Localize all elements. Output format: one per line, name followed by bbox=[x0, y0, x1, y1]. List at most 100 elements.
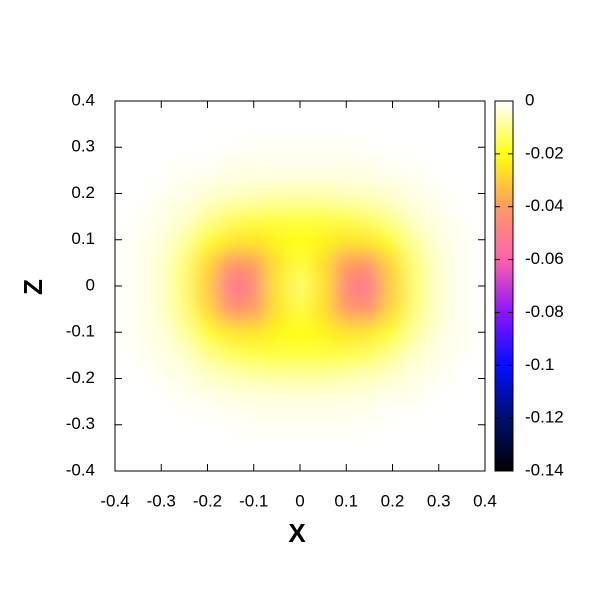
heatmap-cell bbox=[115, 297, 128, 322]
heatmap-cell bbox=[357, 273, 382, 299]
heatmap-cell bbox=[264, 227, 289, 252]
heatmap-cell bbox=[334, 412, 359, 437]
heatmap-cell bbox=[472, 250, 485, 275]
heatmap-cell bbox=[426, 389, 451, 414]
heatmap-cell bbox=[380, 389, 405, 414]
heatmap-cell bbox=[195, 227, 220, 252]
y-tick-label: -0.3 bbox=[66, 414, 95, 433]
heatmap-cell bbox=[287, 112, 313, 137]
heatmap-cell bbox=[218, 250, 243, 275]
heatmap-cell bbox=[449, 112, 474, 137]
heatmap-cell bbox=[218, 412, 243, 437]
heatmap-cell bbox=[426, 273, 451, 299]
heatmap-cell bbox=[472, 204, 485, 229]
heatmap-cell bbox=[311, 297, 336, 322]
heatmap-cell bbox=[311, 250, 336, 275]
heatmap-cell bbox=[149, 273, 174, 299]
x-tick-label: 0 bbox=[295, 491, 304, 510]
heatmap-cell bbox=[172, 227, 197, 252]
heatmap-cell bbox=[218, 366, 243, 391]
heatmap-cell bbox=[241, 343, 266, 368]
heatmap-cell bbox=[172, 297, 197, 322]
heatmap-cell bbox=[195, 158, 220, 183]
heatmap-cell bbox=[126, 366, 151, 391]
heatmap-cell bbox=[403, 366, 428, 391]
heatmap-cell bbox=[357, 204, 382, 229]
heatmap-cell bbox=[126, 412, 151, 437]
heatmap-cell bbox=[426, 343, 451, 368]
y-tick-label: 0.4 bbox=[71, 90, 95, 109]
heatmap-cell bbox=[380, 320, 405, 345]
colorbar-tick-label: -0.08 bbox=[525, 302, 564, 321]
heatmap-cell bbox=[311, 389, 336, 414]
heatmap-cell bbox=[149, 204, 174, 229]
heatmap-cell bbox=[115, 435, 128, 460]
heatmap-cell bbox=[449, 101, 474, 114]
heatmap-cell bbox=[380, 412, 405, 437]
heatmap-cell bbox=[126, 204, 151, 229]
y-tick-label: 0.3 bbox=[71, 137, 95, 156]
heatmap-cell bbox=[241, 412, 266, 437]
heatmap-cell bbox=[218, 343, 243, 368]
heatmap-cell bbox=[449, 366, 474, 391]
heatmap-cell bbox=[149, 366, 174, 391]
heatmap-cell bbox=[264, 412, 289, 437]
heatmap-cell bbox=[172, 412, 197, 437]
heatmap-cell bbox=[380, 135, 405, 160]
heatmap-cell bbox=[380, 273, 405, 299]
heatmap-cell bbox=[218, 181, 243, 206]
heatmap-cell bbox=[241, 320, 266, 345]
heatmap-cell bbox=[334, 158, 359, 183]
heatmap-cell bbox=[426, 320, 451, 345]
x-tick-label: 0.2 bbox=[381, 491, 405, 510]
heatmap-cell bbox=[172, 320, 197, 345]
heatmap-cell bbox=[115, 458, 128, 471]
heatmap-cell bbox=[449, 273, 474, 299]
heatmap-cell bbox=[195, 273, 220, 299]
heatmap-cell bbox=[403, 112, 428, 137]
heatmap-cell bbox=[334, 135, 359, 160]
heatmap-cell bbox=[426, 412, 451, 437]
heatmap-cell bbox=[357, 250, 382, 275]
heatmap-cell bbox=[264, 204, 289, 229]
heatmap-cell bbox=[311, 273, 336, 299]
colorbar-tick-label: -0.14 bbox=[525, 460, 564, 479]
heatmap-cell bbox=[334, 204, 359, 229]
heatmap-cell bbox=[426, 112, 451, 137]
heatmap-cell bbox=[357, 112, 382, 137]
x-tick-label: 0.3 bbox=[427, 491, 451, 510]
heatmap-cell bbox=[218, 458, 243, 471]
heatmap-cell bbox=[334, 227, 359, 252]
heatmap-cell bbox=[287, 435, 313, 460]
heatmap-cell bbox=[264, 112, 289, 137]
x-tick-label: -0.1 bbox=[239, 491, 268, 510]
heatmap-cell bbox=[403, 343, 428, 368]
heatmap-cell bbox=[380, 227, 405, 252]
heatmap-cell bbox=[195, 204, 220, 229]
heatmap-cell bbox=[357, 101, 382, 114]
colorbar-tick-label: -0.04 bbox=[525, 196, 564, 215]
heatmap-cell bbox=[126, 389, 151, 414]
y-tick-label: -0.4 bbox=[66, 460, 95, 479]
heatmap-cell bbox=[472, 112, 485, 137]
y-tick-label: -0.1 bbox=[66, 322, 95, 341]
heatmap-cell bbox=[241, 181, 266, 206]
heatmap-cell bbox=[195, 135, 220, 160]
heatmap-cell bbox=[403, 135, 428, 160]
colorbar-tick-label: -0.02 bbox=[525, 143, 564, 162]
heatmap-cell bbox=[449, 158, 474, 183]
heatmap-cell bbox=[334, 320, 359, 345]
heatmap-cell bbox=[472, 435, 485, 460]
heatmap-cell bbox=[195, 250, 220, 275]
heatmap-cell bbox=[218, 389, 243, 414]
heatmap-cell bbox=[195, 112, 220, 137]
heatmap-cell bbox=[287, 227, 313, 252]
heatmap-cell bbox=[334, 435, 359, 460]
x-tick-label: 0.1 bbox=[334, 491, 358, 510]
heatmap-cell bbox=[311, 366, 336, 391]
heatmap-cell bbox=[149, 343, 174, 368]
colorbar bbox=[494, 100, 514, 472]
heatmap-cell bbox=[357, 366, 382, 391]
heatmap-cell bbox=[287, 250, 313, 275]
